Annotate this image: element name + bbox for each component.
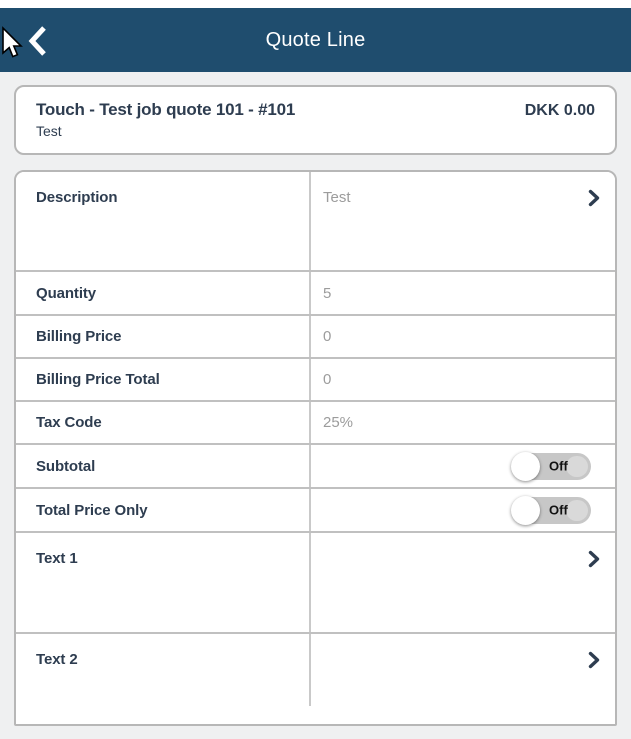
form-row-tax-code[interactable]: Tax Code 25% (16, 402, 615, 445)
form-row-text-1[interactable]: Text 1 (16, 533, 615, 634)
field-label: Quantity (36, 284, 97, 302)
quote-title: Touch - Test job quote 101 - #101 (36, 100, 296, 119)
billing-price-total-field[interactable]: 0 (309, 359, 615, 400)
quote-line-form: Description Test Quantity 5 Billing Pric… (14, 170, 617, 726)
toggle-knob (511, 451, 540, 481)
field-value: Test (323, 189, 351, 206)
mouse-pointer-icon (0, 26, 24, 67)
toggle-knob (511, 495, 540, 525)
chevron-right-icon (588, 550, 600, 568)
toggle-state-label: Off (549, 502, 568, 518)
field-label: Total Price Only (36, 501, 148, 519)
toggle-state-label: Off (549, 458, 568, 474)
quote-amount: DKK 0.00 (524, 102, 595, 119)
subtotal-toggle[interactable]: Off (511, 451, 591, 481)
form-row-text-2[interactable]: Text 2 (16, 634, 615, 706)
chevron-left-icon (28, 25, 48, 57)
field-label: Text 1 (36, 550, 78, 567)
form-row-billing-price-total[interactable]: Billing Price Total 0 (16, 359, 615, 402)
form-row-total-price-only[interactable]: Total Price Only Off (16, 489, 615, 533)
quote-summary-card[interactable]: Touch - Test job quote 101 - #101 DKK 0.… (14, 85, 617, 155)
app-header: Quote Line (0, 8, 631, 72)
field-value: 25% (323, 414, 354, 431)
field-label: Tax Code (36, 414, 102, 431)
quote-subtitle: Test (36, 123, 62, 139)
chevron-right-icon (588, 189, 600, 207)
form-row-subtotal[interactable]: Subtotal Off (16, 445, 615, 489)
chevron-right-icon (588, 651, 600, 669)
form-row-description[interactable]: Description Test (16, 172, 615, 272)
total-price-only-toggle[interactable]: Off (511, 495, 591, 525)
total-price-only-cell: Off (309, 489, 615, 531)
field-label: Billing Price (36, 328, 122, 345)
quantity-field[interactable]: 5 (309, 272, 615, 314)
field-value: 0 (323, 371, 332, 388)
field-value: 5 (323, 284, 332, 302)
subtotal-cell: Off (309, 445, 615, 487)
back-button[interactable] (24, 24, 52, 58)
field-label: Text 2 (36, 651, 78, 668)
page-title: Quote Line (265, 28, 366, 51)
tax-code-field[interactable]: 25% (309, 402, 615, 443)
field-label: Subtotal (36, 457, 96, 475)
field-value: 0 (323, 328, 332, 345)
form-row-quantity[interactable]: Quantity 5 (16, 272, 615, 316)
field-label: Description (36, 189, 118, 206)
text-1-field[interactable] (309, 533, 615, 632)
field-label: Billing Price Total (36, 371, 160, 388)
top-strip (0, 0, 631, 8)
text-2-field[interactable] (309, 634, 615, 706)
billing-price-field[interactable]: 0 (309, 316, 615, 357)
description-field[interactable]: Test (309, 172, 615, 270)
form-row-billing-price[interactable]: Billing Price 0 (16, 316, 615, 359)
